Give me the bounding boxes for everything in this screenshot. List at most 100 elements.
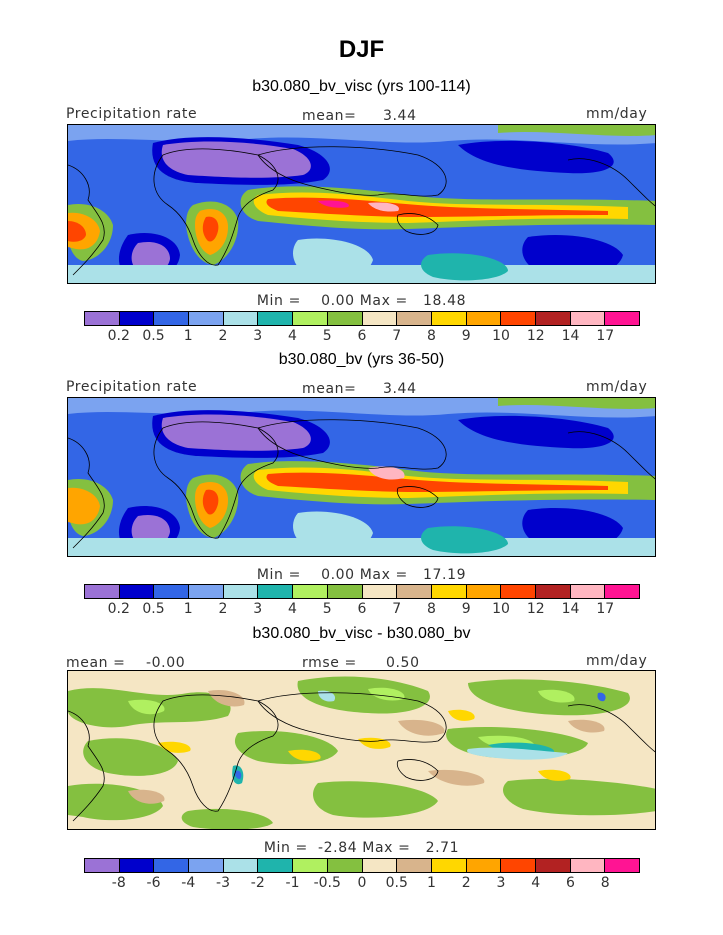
colorbar-tick-label: 17 xyxy=(596,328,615,344)
colorbar-tick-label: -2 xyxy=(250,875,265,891)
page-title: DJF xyxy=(338,36,385,63)
colorbar-swatch xyxy=(431,312,467,325)
colorbar-tick-label: -3 xyxy=(216,875,230,891)
panel2-precip-field xyxy=(68,398,655,556)
colorbar-swatch xyxy=(154,312,190,325)
panel2-max-label: Max = xyxy=(359,567,408,583)
panel3-rmse-label: rmse = xyxy=(302,655,357,671)
colorbar-swatch xyxy=(535,859,571,872)
panel1-stats: Min = 0.00 Max = 18.48 xyxy=(0,293,723,309)
colorbar-swatch xyxy=(501,312,536,325)
panel3-title: b30.080_bv_visc - b30.080_bv xyxy=(252,625,471,642)
panel2-map xyxy=(67,397,656,557)
panel2-colorbar xyxy=(84,584,640,599)
colorbar-swatch xyxy=(570,312,606,325)
panel2-variable-label: Precipitation rate xyxy=(66,379,198,395)
colorbar-tick-label: 0 xyxy=(357,875,367,891)
panel1-units: mm/day xyxy=(586,106,648,122)
colorbar-swatch xyxy=(223,585,259,598)
colorbar-swatch xyxy=(397,859,432,872)
colorbar-tick-label: 8 xyxy=(427,328,436,344)
colorbar-tick-label: -1 xyxy=(285,875,300,891)
colorbar-tick-label: 0.2 xyxy=(107,328,130,344)
colorbar-tick-label: 0.2 xyxy=(107,601,130,617)
colorbar-tick-label: 12 xyxy=(526,328,545,344)
panel2-stats: Min = 0.00 Max = 17.19 xyxy=(0,567,723,583)
colorbar-tick-label: 1 xyxy=(183,601,193,617)
panel1-precip-field xyxy=(68,125,655,283)
colorbar-swatch xyxy=(189,585,224,598)
colorbar-swatch xyxy=(570,859,606,872)
colorbar-swatch xyxy=(85,312,120,325)
colorbar-tick-label: 3 xyxy=(253,328,263,344)
colorbar-tick-label: 4 xyxy=(288,328,297,344)
colorbar-swatch xyxy=(119,312,155,325)
colorbar-tick-label: 2 xyxy=(218,601,228,617)
colorbar-swatch xyxy=(501,859,536,872)
colorbar-tick-label: 6 xyxy=(357,601,367,617)
colorbar-tick-label: 14 xyxy=(561,601,580,617)
colorbar-tick-label: 7 xyxy=(392,601,402,617)
colorbar-tick-label: 0.5 xyxy=(142,328,165,344)
panel1-title: b30.080_bv_visc (yrs 100-114) xyxy=(252,78,471,95)
colorbar-swatch xyxy=(327,859,363,872)
panel2-max-value: 17.19 xyxy=(423,567,467,583)
panel1-colorbar xyxy=(84,311,640,326)
colorbar-swatch xyxy=(605,859,639,872)
colorbar-swatch xyxy=(258,312,294,325)
colorbar-tick-label: 10 xyxy=(492,601,510,617)
colorbar-swatch xyxy=(605,585,639,598)
colorbar-swatch xyxy=(570,585,606,598)
colorbar-swatch xyxy=(258,859,294,872)
colorbar-swatch xyxy=(85,859,120,872)
colorbar-tick-label: 17 xyxy=(596,601,615,617)
panel3-colorbar-ticks: -8 -6 -4 -3 -2 -1 -0.5 0 0.5 1 2 3 4 6 8 xyxy=(84,875,640,891)
panel3-min-label: Min = xyxy=(263,840,308,856)
colorbar-tick-label: -0.5 xyxy=(313,875,341,891)
colorbar-tick-label: 1 xyxy=(427,875,436,891)
panel2-min-value: 0.00 xyxy=(321,567,355,583)
colorbar-swatch xyxy=(293,859,328,872)
colorbar-swatch xyxy=(362,859,398,872)
colorbar-swatch xyxy=(535,585,571,598)
colorbar-swatch xyxy=(189,312,224,325)
colorbar-swatch xyxy=(431,859,467,872)
colorbar-tick-label: 0.5 xyxy=(142,601,165,617)
colorbar-swatch xyxy=(327,312,363,325)
panel1-max-value: 18.48 xyxy=(423,293,467,309)
colorbar-swatch xyxy=(154,585,190,598)
colorbar-tick-label: 5 xyxy=(322,328,332,344)
panel3-max-value: 2.71 xyxy=(425,840,460,856)
panel1-mean-value: 3.44 xyxy=(383,108,417,124)
colorbar-tick-label: 0.5 xyxy=(385,875,408,891)
colorbar-tick-label: -4 xyxy=(181,875,196,891)
panel2-mean-label: mean= xyxy=(302,381,357,397)
colorbar-swatch xyxy=(397,585,432,598)
colorbar-tick-label: 8 xyxy=(600,875,610,891)
colorbar-tick-label: 1 xyxy=(183,328,193,344)
colorbar-swatch xyxy=(431,585,467,598)
panel1-mean-label: mean= xyxy=(302,108,357,124)
colorbar-swatch xyxy=(466,312,502,325)
colorbar-tick-label: 7 xyxy=(392,328,402,344)
panel2-colorbar-ticks: 0.2 0.5 1 2 3 4 5 6 7 8 9 10 12 14 17 xyxy=(84,601,640,617)
panel1-min-label: Min = xyxy=(256,293,301,309)
colorbar-tick-label: 9 xyxy=(461,601,471,617)
colorbar-swatch xyxy=(189,859,224,872)
colorbar-swatch xyxy=(119,585,155,598)
colorbar-tick-label: 2 xyxy=(461,875,471,891)
panel1-max-label: Max = xyxy=(359,293,408,309)
colorbar-swatch xyxy=(466,859,502,872)
colorbar-tick-label: -6 xyxy=(146,875,161,891)
colorbar-tick-label: 5 xyxy=(322,601,332,617)
colorbar-tick-label: 8 xyxy=(427,601,436,617)
panel3-rmse-value: 0.50 xyxy=(386,655,420,671)
panel1-map xyxy=(67,124,656,284)
colorbar-swatch xyxy=(119,859,155,872)
colorbar-tick-label: 6 xyxy=(566,875,575,891)
colorbar-tick-label: 4 xyxy=(531,875,541,891)
panel3-min-value: -2.84 xyxy=(317,840,358,856)
colorbar-swatch xyxy=(154,859,190,872)
panel3-mean-value: -0.00 xyxy=(146,655,186,671)
panel2-min-label: Min = xyxy=(256,567,301,583)
